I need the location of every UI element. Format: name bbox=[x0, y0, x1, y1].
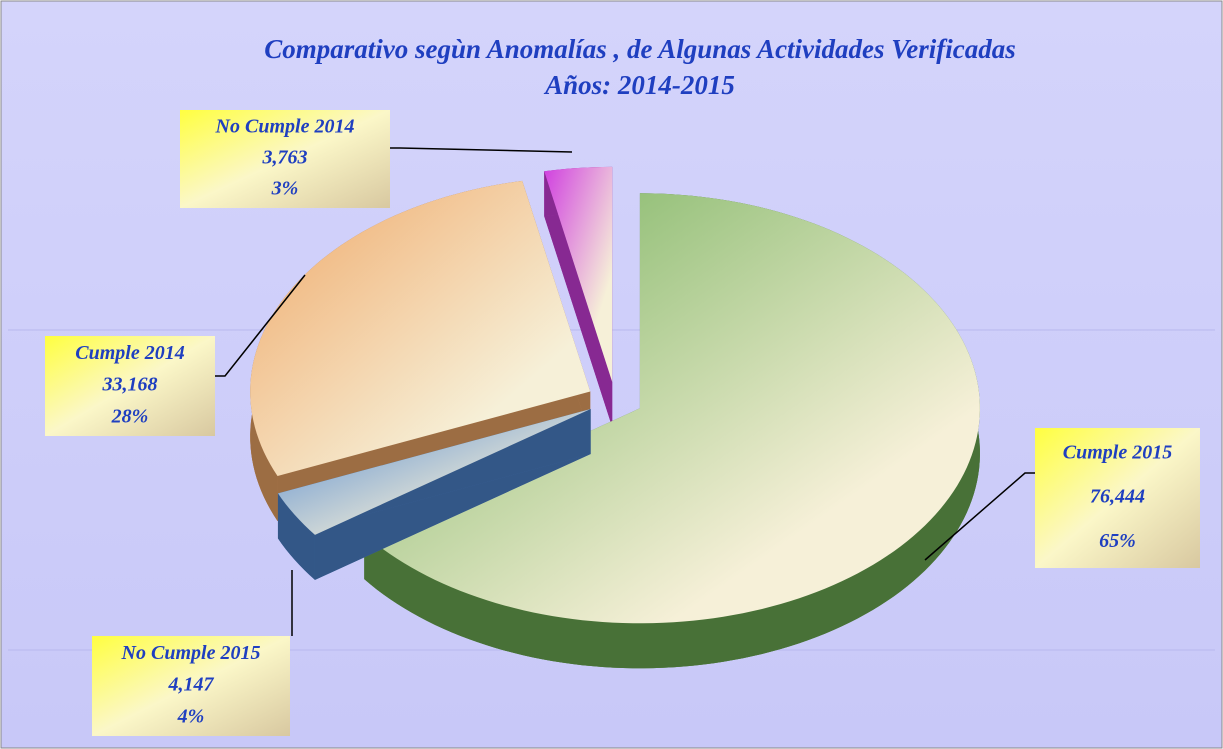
slice-top bbox=[250, 180, 591, 477]
value-label: 3,763 bbox=[262, 147, 308, 169]
label-box bbox=[1035, 428, 1200, 568]
category-label: No Cumple 2015 bbox=[121, 642, 261, 664]
slice-top bbox=[364, 193, 980, 624]
percent-label: 65% bbox=[1099, 530, 1136, 552]
percent-label: 3% bbox=[271, 178, 299, 200]
chart-title: Años: 2014-2015 bbox=[543, 70, 735, 100]
slice-top bbox=[277, 408, 591, 535]
slice bbox=[544, 166, 613, 427]
slice bbox=[250, 180, 591, 522]
category-label: Cumple 2015 bbox=[1063, 441, 1172, 463]
leader-line bbox=[924, 472, 1035, 561]
label-box bbox=[45, 336, 215, 436]
percent-label: 4% bbox=[177, 705, 205, 727]
label-box bbox=[92, 636, 290, 736]
slice-side bbox=[544, 171, 613, 427]
slice bbox=[277, 408, 591, 580]
slice-side bbox=[277, 493, 315, 580]
chart-title: Comparativo segùn Anomalías , de Algunas… bbox=[264, 34, 1016, 64]
value-label: 76,444 bbox=[1090, 486, 1145, 508]
slice bbox=[364, 193, 980, 669]
slice-side-shade bbox=[277, 493, 315, 580]
percent-label: 28% bbox=[111, 405, 149, 427]
leader-line bbox=[215, 274, 306, 377]
category-label: No Cumple 2014 bbox=[215, 116, 355, 138]
category-label: Cumple 2014 bbox=[75, 342, 184, 364]
label-box bbox=[180, 110, 390, 208]
slice-side-shade bbox=[544, 171, 613, 427]
value-label: 33,168 bbox=[102, 374, 158, 396]
value-label: 4,147 bbox=[168, 674, 215, 696]
slice-top bbox=[544, 166, 613, 382]
